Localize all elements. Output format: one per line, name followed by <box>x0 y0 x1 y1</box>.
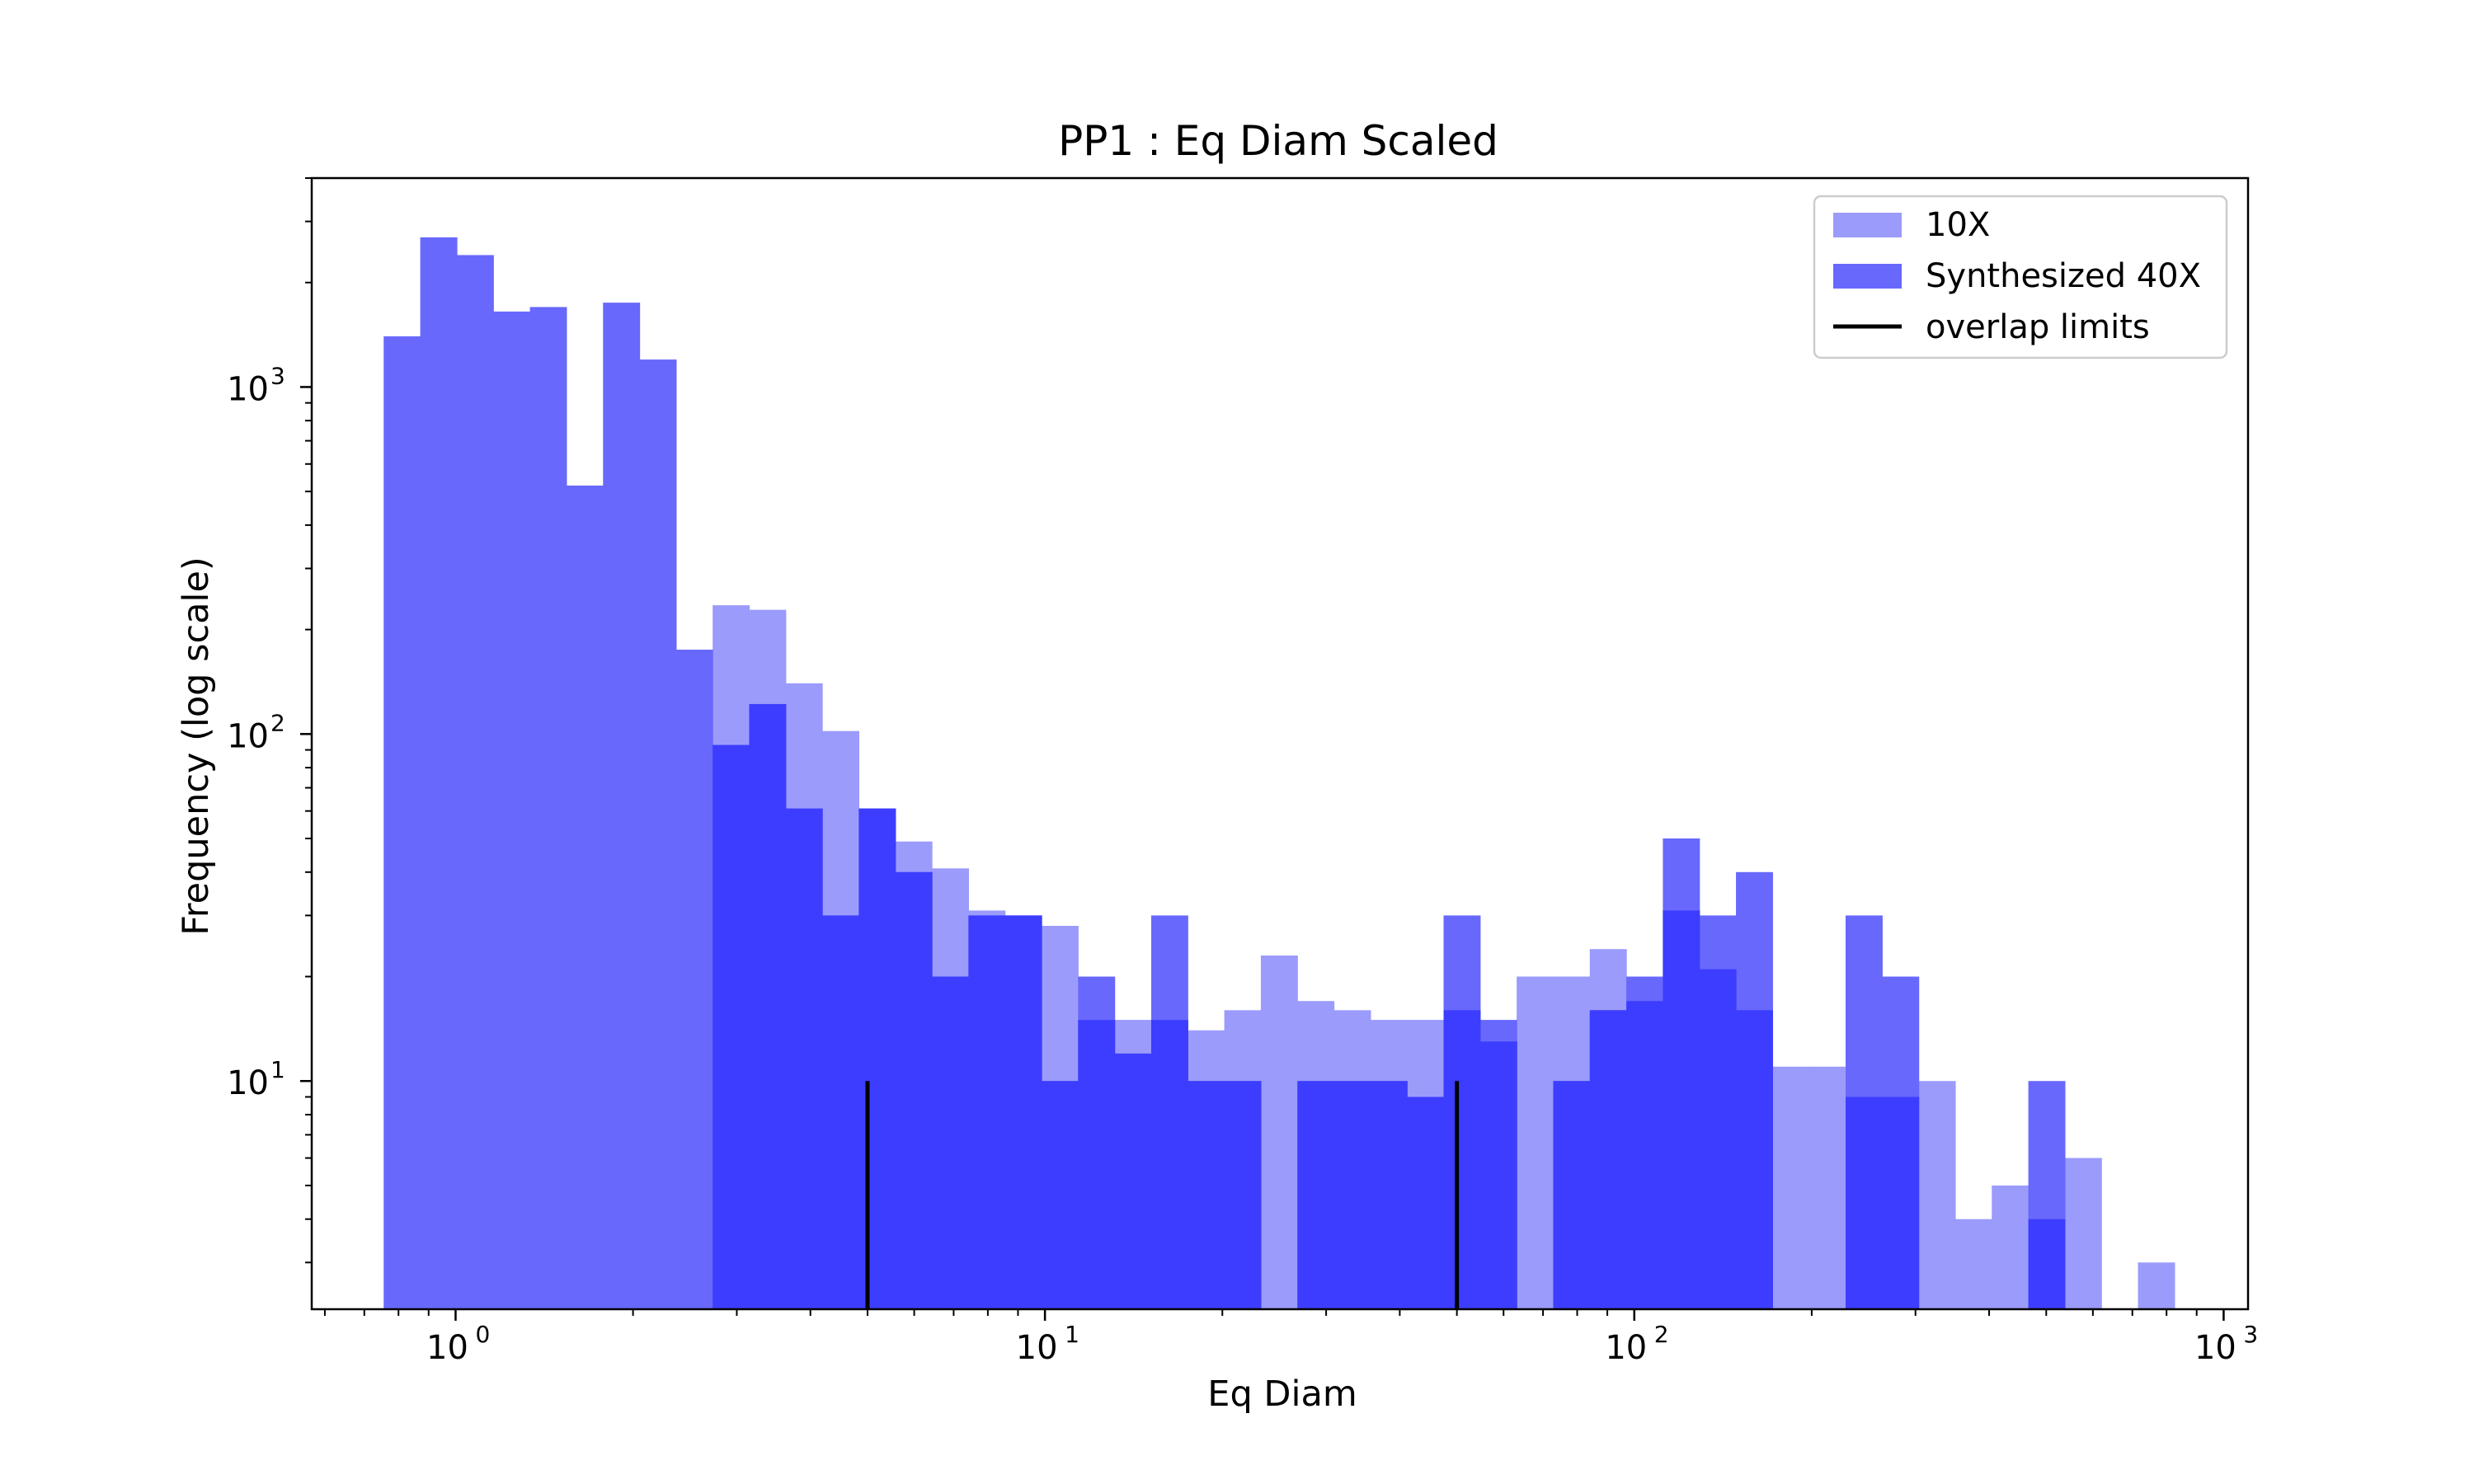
bar-overlap <box>1699 969 1737 1309</box>
bar-overlap <box>1479 1041 1517 1309</box>
bar-overlap <box>1188 1081 1225 1309</box>
bar-overlap <box>858 808 896 1309</box>
x-tick-label-exponent: 2 <box>1654 1321 1669 1348</box>
bar-overlap <box>1443 1010 1481 1309</box>
bar-overlap <box>1370 1081 1408 1309</box>
bar-overlap <box>1078 1020 1116 1309</box>
legend-swatch-10x <box>1833 213 1902 237</box>
y-tick-label: 10 <box>227 717 269 755</box>
y-tick-label-exponent: 3 <box>270 362 285 389</box>
legend-swatch-synthesized-40x <box>1833 264 1902 289</box>
x-tick-label-exponent: 3 <box>2243 1321 2258 1348</box>
y-tick-label-exponent: 1 <box>270 1056 285 1083</box>
bar-overlap <box>713 744 750 1309</box>
bar-overlap <box>785 808 823 1309</box>
bar-overlap <box>1224 1081 1262 1309</box>
x-tick-label: 10 <box>1016 1329 1058 1367</box>
bar-10x <box>1992 1185 2030 1309</box>
x-tick-label: 10 <box>1605 1329 1647 1367</box>
overlap-bars <box>713 703 2066 1309</box>
bar-overlap <box>1150 1020 1188 1309</box>
bar-overlap <box>968 915 1006 1309</box>
chart-title: PP1 : Eq Diam Scaled <box>1058 117 1498 165</box>
legend-label-overlap-limits: overlap limits <box>1926 308 2150 346</box>
bar-overlap <box>1553 1081 1591 1309</box>
bar-synthesized-40x <box>493 311 531 1309</box>
x-axis-ticks: 10 0 10 1 10 2 10 3 <box>323 1309 2258 1367</box>
bar-overlap <box>2028 1219 2066 1309</box>
bar-overlap <box>1663 910 1700 1309</box>
bar-synthesized-40x <box>603 303 641 1309</box>
legend-label-synthesized-40x: Synthesized 40X <box>1926 257 2201 295</box>
bar-10x <box>1260 955 1298 1309</box>
bar-overlap <box>1114 1053 1152 1309</box>
bar-synthesized-40x <box>383 336 421 1309</box>
legend-label-10x: 10X <box>1926 206 1990 244</box>
y-axis-label: Frequency (log scale) <box>176 556 217 935</box>
bar-overlap <box>1882 1097 1920 1309</box>
bar-10x <box>2064 1158 2102 1309</box>
bar-overlap <box>1297 1081 1335 1309</box>
y-tick-label-exponent: 2 <box>270 709 285 736</box>
bar-overlap <box>749 703 787 1309</box>
bar-overlap <box>932 976 969 1309</box>
bar-overlap <box>1333 1081 1371 1309</box>
x-axis-label: Eq Diam <box>1207 1374 1357 1415</box>
x-tick-label-exponent: 0 <box>475 1321 490 1348</box>
bar-overlap <box>1004 915 1042 1309</box>
bar-10x <box>1772 1066 1810 1309</box>
y-tick-label: 10 <box>227 370 269 408</box>
bar-overlap <box>1041 1081 1079 1309</box>
bar-overlap <box>1589 1010 1627 1309</box>
bar-overlap <box>822 915 859 1309</box>
bar-synthesized-40x <box>457 255 494 1309</box>
bar-10x <box>1954 1219 1992 1309</box>
bar-10x <box>1918 1081 1956 1309</box>
legend: 10X Synthesized 40X overlap limits <box>1813 195 2228 359</box>
x-tick-label: 10 <box>426 1329 468 1367</box>
bar-synthesized-40x <box>675 650 713 1309</box>
bar-overlap <box>895 871 933 1309</box>
bar-synthesized-40x <box>566 485 604 1309</box>
bar-overlap <box>1626 1001 1664 1309</box>
bar-synthesized-40x <box>529 307 567 1309</box>
bar-overlap <box>1407 1097 1445 1309</box>
legend-box <box>1813 195 2228 359</box>
x-tick-label: 10 <box>2194 1329 2236 1367</box>
bar-10x <box>1808 1066 1846 1309</box>
y-tick-label: 10 <box>227 1064 269 1102</box>
x-tick-label-exponent: 1 <box>1065 1321 1079 1348</box>
bar-synthesized-40x <box>420 237 458 1310</box>
bar-overlap <box>1736 1010 1773 1309</box>
bar-10x <box>2138 1262 2175 1309</box>
overlap-limit-lines <box>865 1081 1460 1309</box>
plot-frame <box>310 176 2250 1311</box>
bar-overlap <box>1846 1097 1883 1309</box>
bar-10x <box>1517 976 1554 1309</box>
bar-synthesized-40x <box>639 359 677 1310</box>
